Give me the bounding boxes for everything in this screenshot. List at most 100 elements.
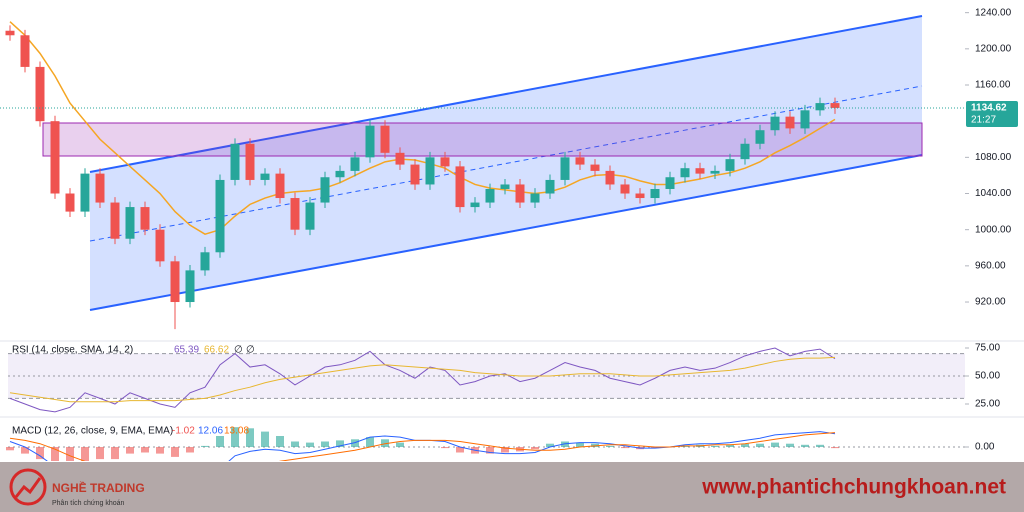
price-tag bbox=[966, 100, 1018, 127]
histogram-bar bbox=[546, 443, 554, 447]
candle-body bbox=[785, 116, 795, 129]
histogram-bar bbox=[756, 443, 764, 447]
candle-body bbox=[215, 179, 225, 253]
histogram-bar bbox=[336, 440, 344, 447]
candle-body bbox=[815, 103, 825, 111]
histogram-bar bbox=[216, 436, 224, 447]
histogram-bar bbox=[171, 447, 179, 457]
candle-body bbox=[20, 35, 30, 67]
histogram-bar bbox=[651, 447, 659, 449]
signal-value: 13.08 bbox=[224, 426, 249, 437]
brand-tagline: Phân tích chứng khoán bbox=[52, 500, 125, 507]
logo bbox=[9, 468, 47, 506]
y-tick-label: 1240.00 bbox=[975, 7, 1012, 18]
macd-value: 12.06 bbox=[198, 426, 223, 437]
candle-body bbox=[320, 177, 330, 203]
banner bbox=[0, 462, 1024, 512]
histogram-bar bbox=[501, 447, 509, 453]
histogram-bar bbox=[291, 441, 299, 447]
histogram-bar bbox=[231, 427, 239, 447]
candle-body bbox=[35, 66, 45, 122]
candle-body bbox=[185, 270, 195, 303]
candle-body bbox=[560, 157, 570, 180]
histogram-bar bbox=[21, 447, 29, 454]
candle-body bbox=[710, 170, 720, 174]
candle-body bbox=[470, 202, 480, 208]
histogram-bar bbox=[486, 447, 494, 454]
candle-body bbox=[680, 168, 690, 178]
histogram-bar bbox=[441, 447, 449, 449]
histogram-bar bbox=[351, 439, 359, 447]
rsi-value: 65.39 bbox=[174, 345, 199, 356]
y-tick-label: 1080.00 bbox=[975, 152, 1012, 163]
candle-body bbox=[365, 125, 375, 158]
histogram-bar bbox=[201, 445, 209, 447]
candle-body bbox=[440, 157, 450, 167]
histogram-bar bbox=[321, 441, 329, 447]
candle-body bbox=[800, 110, 810, 129]
histogram-bar bbox=[741, 443, 749, 447]
candle-body bbox=[80, 173, 90, 212]
candle-body bbox=[305, 202, 315, 230]
y-tick-label: 75.00 bbox=[975, 343, 1000, 354]
candle-body bbox=[230, 143, 240, 180]
candle-body bbox=[110, 202, 120, 239]
histogram-bar bbox=[816, 444, 824, 447]
histogram-bar bbox=[381, 439, 389, 447]
histogram-bar bbox=[786, 443, 794, 447]
candle-body bbox=[740, 143, 750, 160]
candle-body bbox=[125, 207, 135, 239]
candle-body bbox=[260, 173, 270, 180]
histogram-bar bbox=[276, 436, 284, 447]
candle-body bbox=[830, 103, 840, 108]
y-tick-label: 0.00 bbox=[975, 442, 995, 453]
histogram-bar bbox=[96, 447, 104, 460]
candle-body bbox=[155, 229, 165, 262]
histogram-bar bbox=[6, 447, 14, 451]
candle-body bbox=[200, 252, 210, 271]
y-tick-label: 25.00 bbox=[975, 399, 1000, 410]
histogram-bar bbox=[681, 445, 689, 447]
histogram-bar bbox=[831, 447, 839, 449]
candle-body bbox=[530, 193, 540, 203]
histogram-bar bbox=[126, 447, 134, 454]
candle-body bbox=[635, 193, 645, 199]
histogram-bar bbox=[66, 447, 74, 461]
macd-title: MACD (12, 26, close, 9, EMA, EMA) bbox=[12, 426, 173, 437]
candle-body bbox=[335, 170, 345, 178]
candle-body bbox=[245, 143, 255, 180]
histogram-bar bbox=[726, 444, 734, 447]
histogram-bar bbox=[621, 447, 629, 449]
y-tick-label: 1000.00 bbox=[975, 224, 1012, 235]
y-tick-label: 50.00 bbox=[975, 371, 1000, 382]
candle-body bbox=[275, 173, 285, 199]
histogram-bar bbox=[576, 442, 584, 447]
candle-body bbox=[755, 130, 765, 144]
histogram-bar bbox=[51, 447, 59, 461]
histogram-bar bbox=[366, 437, 374, 447]
candle-body bbox=[50, 121, 60, 194]
histogram-bar bbox=[36, 447, 44, 460]
y-tick-label: 1200.00 bbox=[975, 43, 1012, 54]
histogram-bar bbox=[186, 447, 194, 453]
line bbox=[9, 21, 836, 236]
channel-lower bbox=[89, 154, 923, 311]
countdown: 21:27 bbox=[971, 115, 996, 126]
candle-body bbox=[410, 164, 420, 185]
price-tag-label: 1134.62 bbox=[971, 103, 1007, 114]
y-tick-label: 960.00 bbox=[975, 260, 1006, 271]
candle-body bbox=[290, 198, 300, 230]
histogram-bar bbox=[606, 445, 614, 447]
candle-body bbox=[605, 170, 615, 185]
channel-upper bbox=[89, 15, 923, 173]
candle-body bbox=[95, 173, 105, 203]
candle-body bbox=[170, 261, 180, 303]
candle-body bbox=[650, 188, 660, 199]
y-tick-label: 1160.00 bbox=[975, 80, 1011, 91]
candle-body bbox=[350, 157, 360, 171]
candle-body bbox=[590, 164, 600, 171]
histogram-bar bbox=[771, 442, 779, 447]
line bbox=[9, 432, 836, 461]
candle-body bbox=[770, 116, 780, 131]
